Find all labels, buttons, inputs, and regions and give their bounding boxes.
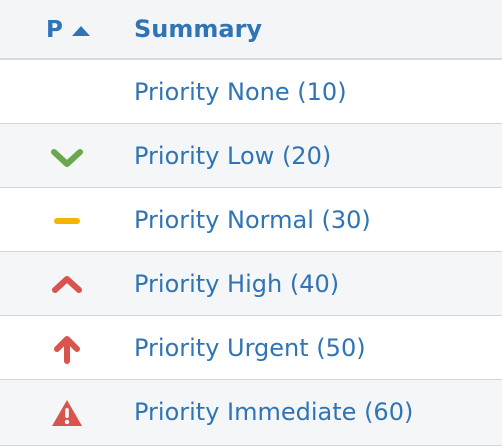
summary-link[interactable]: Priority Low (20) [134,142,332,170]
priority-column-header[interactable]: P [46,16,90,44]
table-row: Priority Immediate (60) [0,380,502,446]
table-header: P Summary [0,0,502,60]
table-row: Priority Urgent (50) [0,316,502,380]
table-row: Priority Normal (30) [0,188,502,252]
sort-ascending-icon [71,26,90,36]
table-row: Priority Low (20) [0,124,502,188]
summary-link[interactable]: Priority High (40) [134,270,340,298]
chevron-up-icon [52,276,82,293]
priority-column-label: P [46,17,63,43]
arrow-up-icon [54,336,80,364]
chevron-down-icon [51,149,83,167]
warning-triangle-icon [52,400,82,426]
summary-link[interactable]: Priority Immediate (60) [134,398,414,426]
summary-column-header[interactable]: Summary [134,15,263,43]
summary-link[interactable]: Priority Normal (30) [134,206,371,234]
minus-icon [54,218,80,224]
table-row: Priority None (10) [0,60,502,124]
summary-link[interactable]: Priority Urgent (50) [134,334,366,362]
table-row: Priority High (40) [0,252,502,316]
summary-link[interactable]: Priority None (10) [134,78,347,106]
